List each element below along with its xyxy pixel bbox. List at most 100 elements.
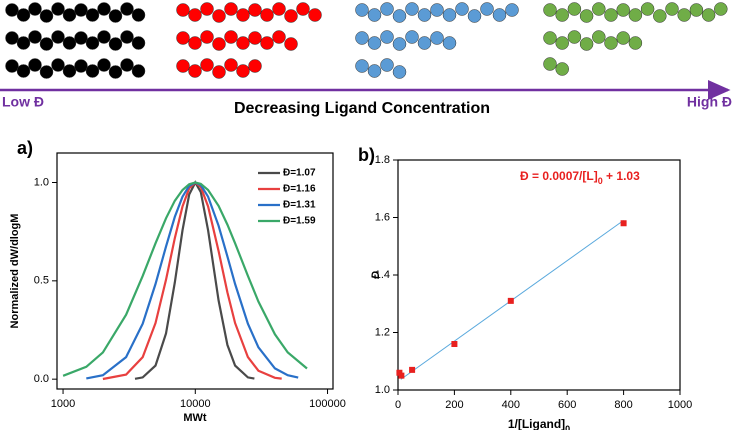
bead — [355, 31, 369, 45]
bead — [355, 59, 369, 73]
bead — [405, 2, 419, 16]
bead — [260, 36, 274, 50]
bead — [392, 65, 407, 79]
bead — [62, 36, 77, 50]
bead — [120, 30, 134, 44]
bead — [689, 3, 704, 17]
bead — [392, 37, 407, 51]
y-tick-label: 1.0 — [375, 384, 390, 396]
x-tick-label: 200 — [445, 399, 463, 411]
bead — [248, 3, 262, 17]
bead — [592, 2, 606, 16]
x-tick-label: 600 — [558, 399, 576, 411]
bead — [492, 8, 507, 22]
panel-label: b) — [358, 145, 375, 165]
y-tick-label: 1.2 — [375, 326, 390, 338]
bead — [555, 62, 569, 76]
bead — [236, 36, 250, 50]
bead — [200, 2, 214, 16]
y-tick-label: 0.5 — [34, 275, 49, 287]
annotation-part: + 1.03 — [603, 169, 640, 183]
annotation-part: Đ = 0.0007/[L] — [520, 169, 598, 183]
bead — [380, 2, 394, 16]
bead — [188, 8, 202, 22]
bead — [176, 59, 190, 73]
bead — [5, 59, 19, 73]
bead — [616, 3, 630, 17]
bead — [51, 2, 65, 16]
bead — [108, 9, 123, 23]
y-tick-label: 1.6 — [375, 211, 390, 223]
bead — [505, 3, 519, 17]
y-axis-label: Normalized dW/dlogM — [9, 214, 21, 329]
point — [507, 297, 514, 304]
bead — [579, 37, 594, 51]
x-tick-label: 1000 — [668, 399, 692, 411]
bead — [284, 9, 298, 23]
bead — [131, 64, 146, 78]
plot-frame — [397, 159, 681, 391]
y-tick-label: 0.0 — [34, 373, 49, 385]
bead — [543, 31, 557, 45]
bead — [85, 8, 100, 22]
high-label: High Đ — [687, 94, 732, 110]
point — [620, 220, 627, 227]
bead — [85, 64, 100, 78]
x-tick-label: 1000 — [51, 398, 75, 410]
x-axis-label: MWt — [183, 412, 207, 424]
bead — [380, 30, 394, 44]
bead — [616, 31, 630, 45]
bead — [5, 3, 19, 17]
series-line — [86, 181, 299, 380]
bead — [380, 58, 394, 72]
y-tick-label: 1.0 — [34, 176, 49, 188]
bead — [272, 30, 286, 44]
bead — [367, 36, 382, 50]
bead — [367, 8, 382, 22]
point — [451, 341, 458, 347]
x-axis-label-part: 0 — [565, 424, 570, 430]
bead — [28, 58, 42, 72]
bead — [640, 2, 655, 16]
x-axis-label: 1/[Ligand]0 — [508, 417, 570, 430]
bead — [543, 3, 557, 17]
point — [398, 372, 405, 379]
bead — [74, 59, 88, 73]
bead — [284, 37, 298, 51]
legend-label: Đ=1.31 — [283, 200, 316, 211]
x-tick-label: 400 — [502, 399, 520, 411]
bead — [455, 2, 469, 16]
bead — [16, 36, 31, 50]
panel-label: a) — [17, 138, 33, 158]
bead — [131, 8, 146, 22]
bead — [212, 37, 226, 51]
bead — [677, 8, 691, 22]
bead — [28, 30, 42, 44]
bead — [39, 65, 54, 79]
series-line — [62, 181, 308, 377]
bead — [108, 37, 123, 51]
bead — [120, 58, 134, 72]
legend-label: Đ=1.16 — [283, 184, 316, 195]
schematic — [5, 2, 728, 79]
bead — [248, 59, 262, 73]
y-tick-label: 1.4 — [375, 269, 390, 281]
bead — [604, 8, 618, 22]
x-tick-label: 10000 — [180, 398, 211, 410]
bead — [543, 57, 557, 71]
x-axis-label-part: 1/[Ligand] — [508, 417, 565, 430]
bead — [200, 30, 214, 44]
bead — [592, 30, 606, 44]
bead — [467, 9, 482, 23]
bead — [97, 58, 111, 72]
bead — [39, 9, 54, 23]
bead — [176, 3, 190, 17]
bead — [51, 30, 65, 44]
bead — [260, 8, 274, 22]
bead — [5, 31, 19, 45]
bead — [480, 2, 494, 16]
point — [409, 366, 416, 373]
bead — [430, 3, 444, 17]
bead — [51, 58, 65, 72]
x-tick-label: 100000 — [309, 398, 346, 410]
